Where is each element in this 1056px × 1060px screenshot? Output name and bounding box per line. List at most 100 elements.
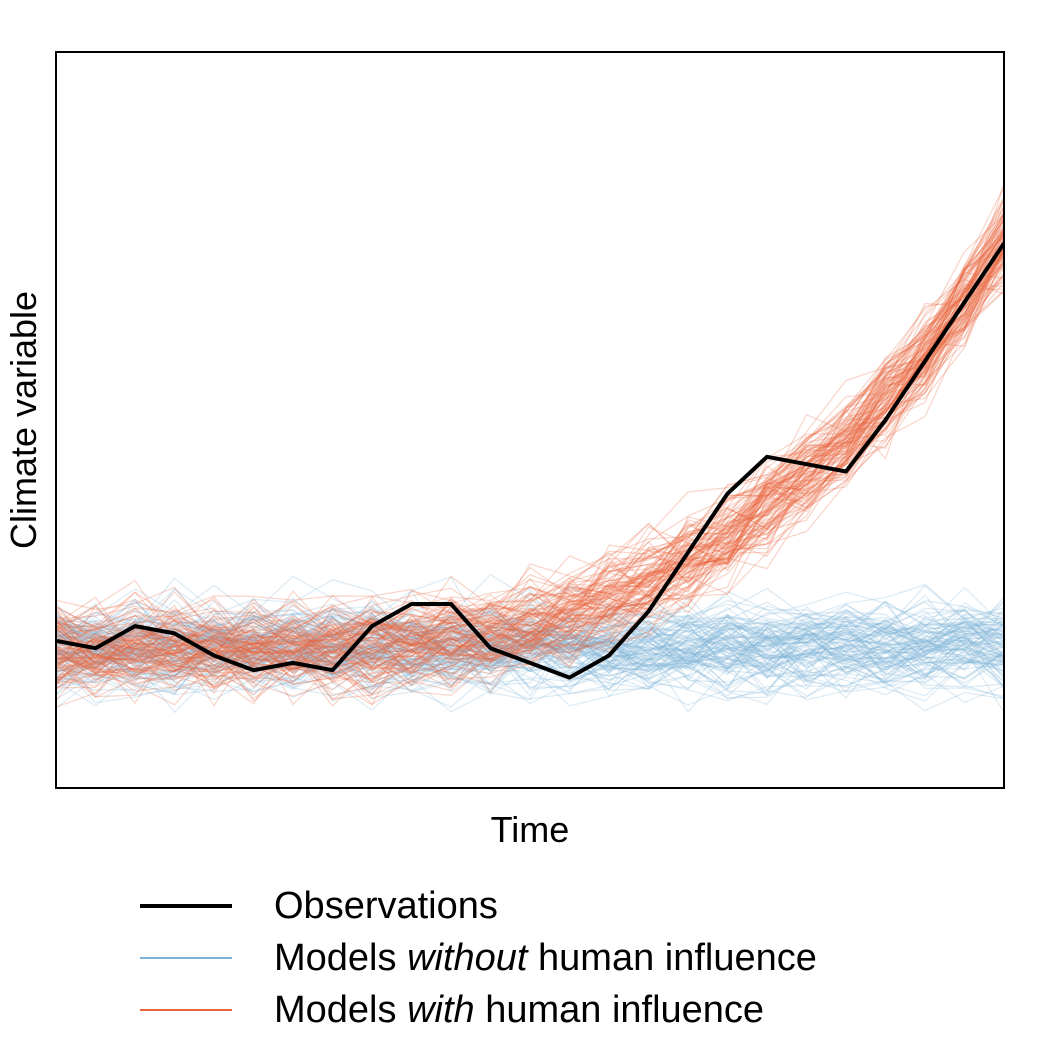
ensemble-member-without [56, 584, 1004, 649]
ensemble-member-without [56, 612, 1004, 664]
ensemble-member-with [56, 266, 1004, 688]
x-axis-label: Time [491, 809, 570, 850]
ensemble-member-with [56, 249, 1004, 683]
ensemble-member-with [56, 251, 1004, 675]
ensemble-member-with [56, 248, 1004, 689]
ensemble-member-with [56, 214, 1004, 650]
ensemble-member-without [56, 625, 1004, 674]
ensemble-member-with [56, 214, 1004, 656]
plot-frame [55, 51, 1005, 789]
ensemble-member-without [56, 633, 1004, 701]
ensemble-member-without [56, 615, 1004, 666]
ensemble-member-without [56, 601, 1004, 669]
ensemble-member-with [56, 252, 1004, 654]
ensemble-member-with [56, 242, 1004, 689]
ensemble-member-without [56, 649, 1004, 713]
ensemble-member-without [56, 631, 1004, 705]
ensemble-member-without [56, 624, 1004, 688]
ensemble-member-with [56, 254, 1004, 678]
ensemble-member-with [56, 228, 1004, 696]
ensemble-member-with [56, 249, 1004, 670]
ensemble-member-without [56, 615, 1004, 668]
ensemble-member-with [56, 227, 1004, 675]
ensemble-member-with [56, 251, 1004, 671]
legend: Observations Models without human influe… [140, 880, 817, 1036]
ensemble-member-without [56, 608, 1004, 666]
ensemble-member-without [56, 625, 1004, 680]
ensemble-member-with [56, 249, 1004, 688]
ensemble-member-with [56, 272, 1004, 663]
ensemble-member-with [56, 224, 1004, 661]
ensemble-member-with [56, 262, 1004, 708]
ensemble-member-without [56, 644, 1004, 694]
ensemble-member-with [56, 252, 1004, 670]
ensemble-member-with [56, 214, 1004, 681]
ensemble-member-without [56, 624, 1004, 677]
ensemble-member-without [56, 642, 1004, 704]
ensemble-member-without [56, 590, 1004, 656]
ensemble-member-without [56, 606, 1004, 693]
ensemble-member-without [56, 644, 1004, 709]
ensemble-member-with [56, 273, 1004, 688]
ensemble-member-with [56, 248, 1004, 682]
ensemble-without-human-influence [56, 573, 1004, 714]
ensemble-member-with [56, 236, 1004, 664]
ensemble-member-without [56, 615, 1004, 671]
ensemble-member-without [56, 611, 1004, 676]
ensemble-member-without [56, 627, 1004, 714]
ensemble-member-with [56, 289, 1004, 687]
ensemble-member-with [56, 210, 1004, 651]
ensemble-member-with [56, 237, 1004, 703]
ensemble-member-with [56, 196, 1004, 630]
ensemble-member-with [56, 248, 1004, 695]
ensemble-member-with [56, 198, 1004, 632]
ensemble-member-with [56, 186, 1004, 645]
ensemble-member-without [56, 602, 1004, 679]
ensemble-member-without [56, 633, 1004, 713]
ensemble-member-without [56, 607, 1004, 682]
ensemble-member-without [56, 626, 1004, 686]
ensemble-member-with [56, 232, 1004, 672]
ensemble-member-with [56, 219, 1004, 671]
ensemble-member-without [56, 615, 1004, 682]
ensemble-member-without [56, 628, 1004, 696]
ensemble-member-without [56, 634, 1004, 691]
ensemble-member-with [56, 249, 1004, 706]
ensemble-member-with [56, 260, 1004, 708]
y-axis-label: Climate variable [3, 291, 44, 549]
ensemble-member-with [56, 290, 1004, 683]
ensemble-member-without [56, 618, 1004, 682]
ensemble-member-with [56, 278, 1004, 690]
ensemble-member-without [56, 588, 1004, 648]
ensemble-member-with [56, 255, 1004, 670]
ensemble-member-without [56, 621, 1004, 680]
ensemble-member-with [56, 257, 1004, 691]
ensemble-member-with [56, 241, 1004, 664]
ensemble-member-with [56, 200, 1004, 655]
ensemble-member-with [56, 198, 1004, 648]
ensemble-member-without [56, 573, 1004, 635]
ensemble-member-with [56, 247, 1004, 665]
ensemble-member-without [56, 633, 1004, 701]
legend-label-without-human-influence: Models without human influence [274, 936, 817, 979]
ensemble-member-with [56, 229, 1004, 660]
ensemble-member-without [56, 588, 1004, 656]
ensemble-member-without [56, 623, 1004, 677]
ensemble-member-without [56, 575, 1004, 648]
ensemble-member-without [56, 625, 1004, 673]
ensemble-member-with [56, 238, 1004, 681]
ensemble-member-with [56, 205, 1004, 657]
ensemble-member-without [56, 611, 1004, 688]
ensemble-member-without [56, 630, 1004, 694]
ensemble-member-with [56, 229, 1004, 654]
ensemble-member-with [56, 251, 1004, 686]
ensemble-member-without [56, 603, 1004, 658]
ensemble-member-with [56, 236, 1004, 667]
ensemble-member-with [56, 217, 1004, 674]
ensemble-member-with [56, 218, 1004, 642]
ensemble-member-with [56, 249, 1004, 685]
ensemble-member-without [56, 604, 1004, 684]
ensemble-member-with [56, 262, 1004, 669]
ensemble-member-with [56, 216, 1004, 652]
ensemble-member-without [56, 609, 1004, 670]
